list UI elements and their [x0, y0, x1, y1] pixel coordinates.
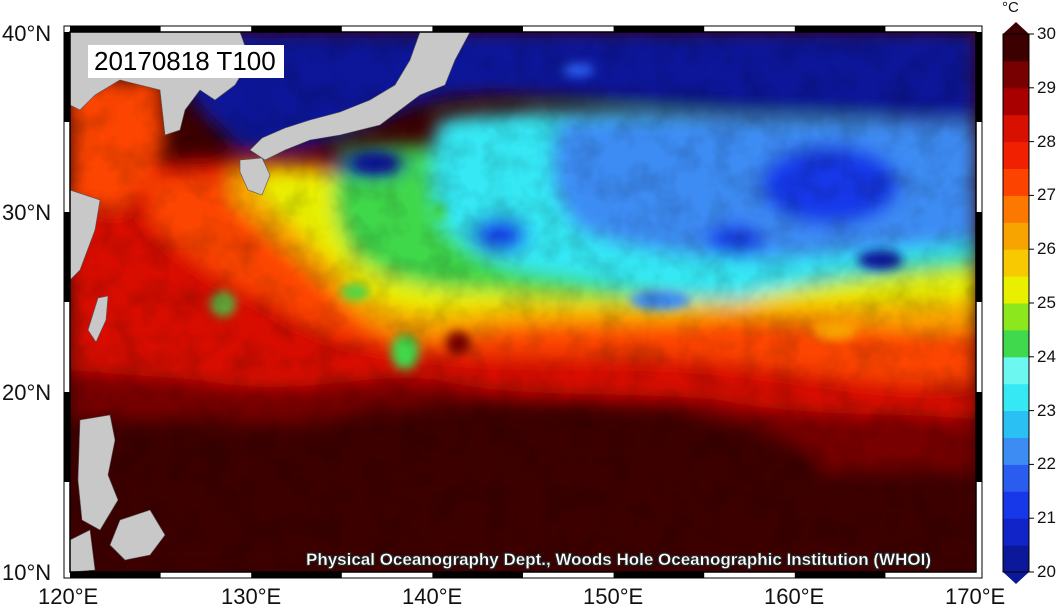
colorbar-swatch	[1003, 303, 1029, 331]
colorbar-tick-label: 23	[1037, 400, 1056, 420]
colorbar-swatch	[1003, 168, 1029, 196]
colorbar-min-arrow	[1003, 572, 1029, 584]
colorbar-swatch	[1003, 437, 1029, 465]
colorbar-swatch	[1003, 491, 1029, 519]
colorbar-swatch	[1003, 195, 1029, 223]
colorbar-swatch	[1003, 141, 1029, 169]
colorbar-swatch	[1003, 356, 1029, 385]
colorbar-tick-label: 20	[1037, 562, 1056, 581]
colorbar-tick-label: 25	[1037, 293, 1056, 312]
colorbar-tick-label: 26	[1037, 239, 1056, 259]
lat-label-30: 30°N	[2, 200, 52, 225]
lat-label-20: 20°N	[2, 380, 52, 405]
lon-label-120: 120°E	[38, 584, 99, 609]
colorbar-swatch	[1003, 329, 1029, 358]
lon-label-160: 160°E	[764, 584, 825, 609]
colorbar-units: °C	[1002, 0, 1019, 16]
lat-label-10: 10°N	[2, 560, 52, 585]
colorbar-swatch	[1003, 464, 1029, 492]
colorbar-tick-label: 24	[1037, 346, 1056, 366]
colorbar-tick-label: 30	[1037, 24, 1056, 43]
map-title: 20170818 T100	[88, 45, 284, 78]
colorbar-swatch	[1003, 87, 1029, 116]
map-border-ticks	[63, 25, 983, 579]
colorbar-swatch	[1003, 383, 1029, 412]
lon-label-150: 150°E	[583, 584, 644, 609]
colorbar-swatch	[1003, 249, 1029, 277]
sst-field	[70, 32, 976, 572]
colorbar-max-arrow	[1003, 22, 1029, 34]
colorbar-swatch	[1003, 276, 1029, 304]
credit-text: Physical Oceanography Dept., Woods Hole …	[306, 550, 931, 569]
colorbar-swatch	[1003, 34, 1029, 62]
colorbar-swatch	[1003, 518, 1029, 546]
colorbar-swatch	[1003, 545, 1029, 573]
colorbar-swatch	[1003, 222, 1029, 250]
colorbar-tick-label: 29	[1037, 77, 1056, 97]
lon-label-170: 170°E	[945, 584, 1006, 609]
colorbar-tick-label: 21	[1037, 508, 1056, 528]
colorbar-swatch	[1003, 114, 1029, 143]
colorbar-tick-label: 28	[1037, 131, 1056, 151]
colorbar-tick-label: 27	[1037, 185, 1056, 205]
lon-label-130: 130°E	[221, 584, 282, 609]
colorbar-tick-label: 22	[1037, 454, 1056, 474]
lat-label-40: 40°N	[2, 21, 52, 46]
colorbar-swatch	[1003, 60, 1029, 89]
colorbar	[1002, 22, 1034, 584]
lon-label-140: 140°E	[402, 584, 463, 609]
colorbar-swatch	[1003, 410, 1029, 438]
